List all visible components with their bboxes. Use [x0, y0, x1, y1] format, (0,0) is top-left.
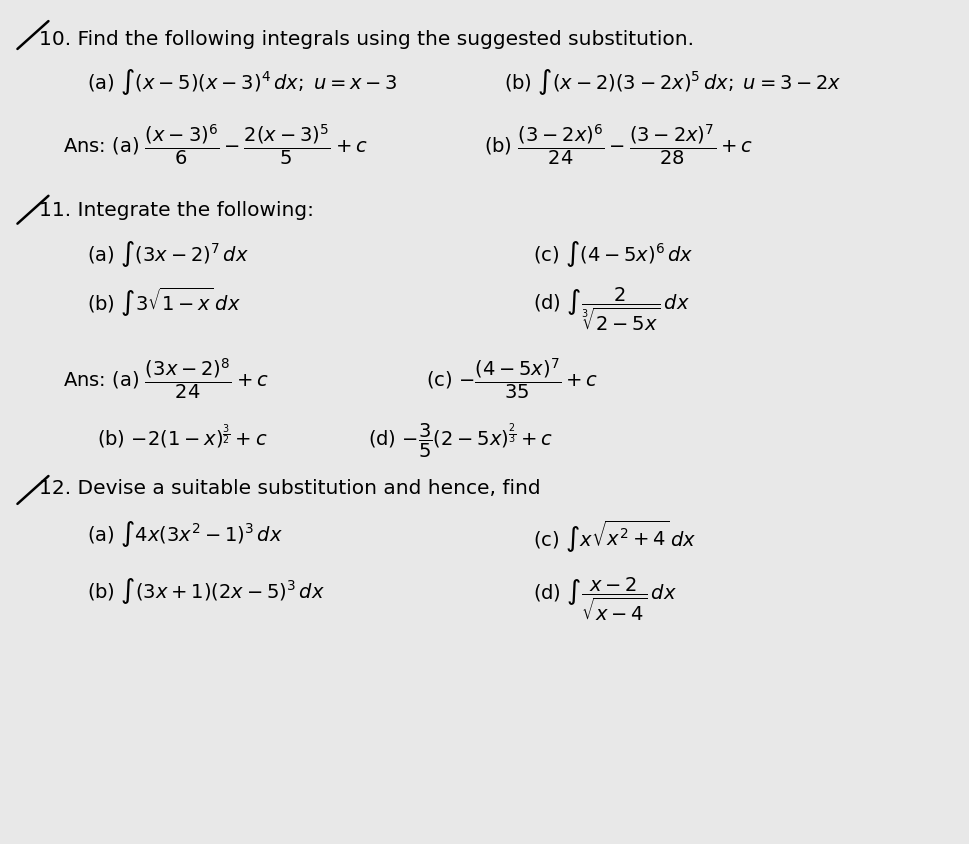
Text: (b) $\dfrac{(3-2x)^6}{24} - \dfrac{(3-2x)^7}{28} +c$: (b) $\dfrac{(3-2x)^6}{24} - \dfrac{(3-2x… [484, 122, 753, 167]
Text: (b) $-2(1-x)^{\frac{3}{2}} +c$: (b) $-2(1-x)^{\frac{3}{2}} +c$ [97, 422, 267, 451]
Text: (c) $\int x\sqrt{x^2+4}\,dx$: (c) $\int x\sqrt{x^2+4}\,dx$ [533, 519, 697, 555]
Text: (c) $-\dfrac{(4-5x)^7}{35} +c$: (c) $-\dfrac{(4-5x)^7}{35} +c$ [426, 356, 599, 401]
Text: (b) $\int(x-2)(3-2x)^5\,dx;\; u=3-2x$: (b) $\int(x-2)(3-2x)^5\,dx;\; u=3-2x$ [504, 68, 841, 97]
Text: (d) $\int\dfrac{x-2}{\sqrt{x-4}}\,dx$: (d) $\int\dfrac{x-2}{\sqrt{x-4}}\,dx$ [533, 576, 677, 623]
Text: (d) $\int \dfrac{2}{\sqrt[3]{2-5x}}\,dx$: (d) $\int \dfrac{2}{\sqrt[3]{2-5x}}\,dx$ [533, 286, 690, 333]
Text: (d) $-\dfrac{3}{5}(2-5x)^{\frac{2}{3}} +c$: (d) $-\dfrac{3}{5}(2-5x)^{\frac{2}{3}} +… [368, 422, 553, 460]
Text: (c) $\int(4-5x)^6\,dx$: (c) $\int(4-5x)^6\,dx$ [533, 239, 694, 268]
Text: Ans: (a) $\dfrac{(x-3)^6}{6} - \dfrac{2(x-3)^5}{5} +c$: Ans: (a) $\dfrac{(x-3)^6}{6} - \dfrac{2(… [63, 122, 367, 167]
Text: Ans: (a) $\dfrac{(3x-2)^8}{24} +c$: Ans: (a) $\dfrac{(3x-2)^8}{24} +c$ [63, 356, 268, 401]
Text: (b) $\int 3\sqrt{1-x}\,dx$: (b) $\int 3\sqrt{1-x}\,dx$ [87, 286, 241, 319]
Text: (a) $\int(3x-2)^7\,dx$: (a) $\int(3x-2)^7\,dx$ [87, 239, 249, 268]
Text: 11. Integrate the following:: 11. Integrate the following: [39, 201, 314, 220]
Text: (a) $\int(x-5)(x-3)^4\,dx;\; u=x-3$: (a) $\int(x-5)(x-3)^4\,dx;\; u=x-3$ [87, 68, 398, 97]
Text: 10. Find the following integrals using the suggested substitution.: 10. Find the following integrals using t… [39, 30, 694, 49]
Text: 12. Devise a suitable substitution and hence, find: 12. Devise a suitable substitution and h… [39, 479, 541, 499]
Text: (a) $\int 4x(3x^2-1)^3\,dx$: (a) $\int 4x(3x^2-1)^3\,dx$ [87, 519, 283, 549]
Text: (b) $\int(3x+1)(2x-5)^3\,dx$: (b) $\int(3x+1)(2x-5)^3\,dx$ [87, 576, 325, 605]
